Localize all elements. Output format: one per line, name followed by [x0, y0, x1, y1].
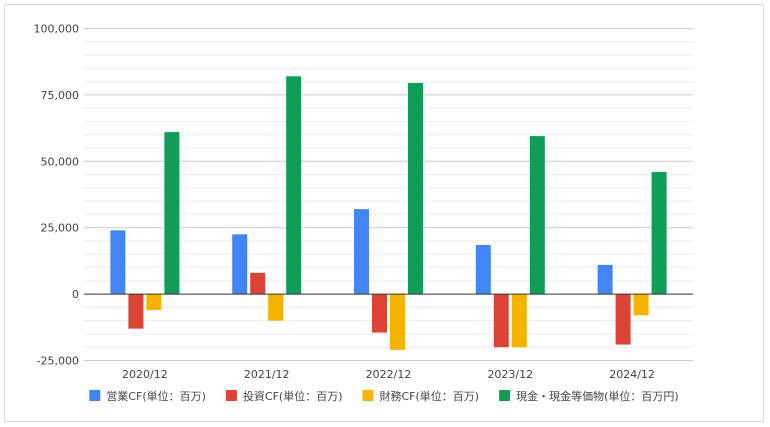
chart-frame: -25,000 0 25,000 50,000 75,000 100,000 2020/1… [4, 4, 764, 422]
y-tick-label: -25,000 [37, 355, 79, 368]
bar [408, 82, 423, 295]
legend-swatch [499, 390, 511, 401]
bar [268, 294, 284, 321]
gridlines [84, 28, 693, 361]
x-tick-label: 2021/12 [244, 368, 290, 381]
bar [250, 272, 266, 295]
y-tick-label: 50,000 [41, 155, 80, 168]
legend-item[interactable]: 営業CF(単位：百万) [89, 389, 206, 403]
bar [110, 230, 126, 295]
y-tick-label: 0 [72, 288, 79, 301]
bar [633, 294, 649, 316]
bar [475, 244, 491, 295]
x-tick-label: 2022/12 [366, 368, 412, 381]
x-tick-label: 2020/12 [122, 368, 168, 381]
legend-item[interactable]: 現金・現金等価物(単位：百万円) [499, 389, 679, 403]
legend-item[interactable]: 投資CF(単位：百万) [225, 389, 343, 403]
x-tick-label: 2024/12 [609, 368, 655, 381]
x-tick-label: 2023/12 [487, 368, 533, 381]
bar [390, 294, 405, 350]
y-tick-label: 100,000 [34, 23, 80, 36]
y-axis: -25,000 0 25,000 50,000 75,000 100,000 [34, 23, 80, 368]
legend: 営業CF(単位：百万) 投資CF(単位：百万) 財務CF(単位：百万) 現金・現金等価… [89, 389, 679, 403]
legend-label: 営業CF(単位：百万) [106, 389, 206, 403]
bar [615, 294, 631, 345]
legend-label: 現金・現金等価物(単位：百万円) [516, 389, 679, 403]
bar [286, 76, 302, 295]
cash-flow-bar-chart: -25,000 0 25,000 50,000 75,000 100,000 2020/1… [34, 23, 693, 403]
bar [128, 294, 144, 329]
legend-item[interactable]: 財務CF(単位：百万) [362, 389, 480, 403]
bar [372, 294, 387, 333]
y-tick-label: 25,000 [41, 222, 80, 235]
bar [493, 294, 509, 348]
bar [597, 264, 613, 295]
legend-label: 財務CF(単位：百万) [380, 389, 480, 403]
bar [529, 136, 545, 295]
bar [164, 132, 180, 295]
x-axis: 2020/12 2021/12 2022/12 2023/12 2024/12 [84, 293, 693, 381]
bar [651, 171, 667, 295]
bar [146, 294, 162, 311]
bars [110, 76, 667, 350]
y-tick-label: 75,000 [41, 89, 80, 102]
bar [354, 209, 369, 295]
legend-label: 投資CF(単位：百万) [243, 389, 343, 403]
legend-swatch [89, 390, 101, 401]
bar [511, 294, 527, 348]
legend-swatch [362, 390, 374, 401]
legend-swatch [225, 390, 237, 401]
bar [232, 234, 248, 295]
